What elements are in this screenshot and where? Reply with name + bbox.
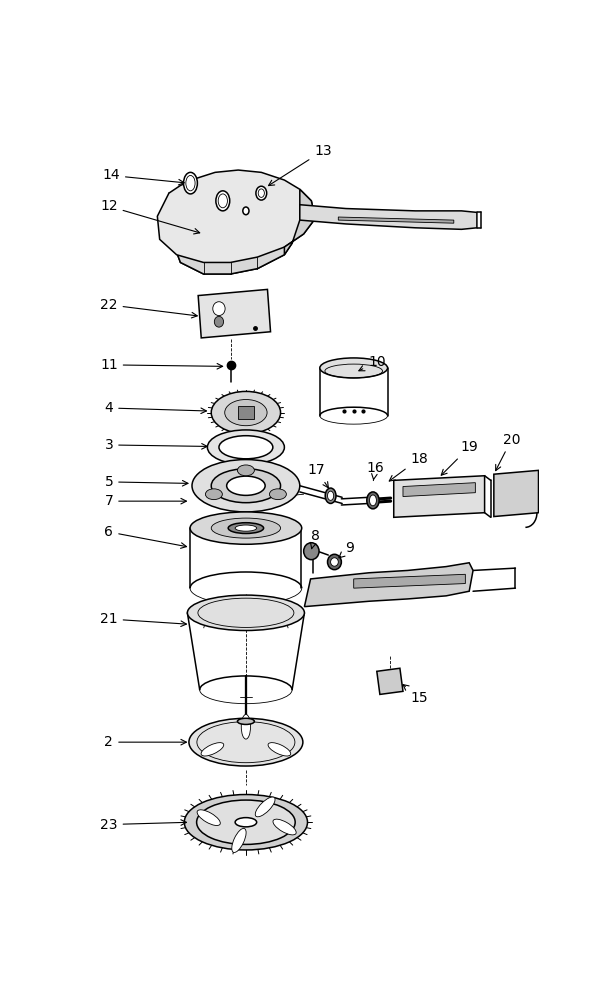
Polygon shape — [377, 668, 403, 694]
Text: 8: 8 — [310, 529, 320, 549]
Ellipse shape — [219, 436, 273, 459]
Ellipse shape — [197, 810, 220, 826]
Ellipse shape — [328, 491, 334, 500]
Ellipse shape — [241, 714, 251, 739]
Text: 14: 14 — [103, 168, 184, 185]
Polygon shape — [338, 217, 454, 223]
Ellipse shape — [331, 558, 338, 566]
Polygon shape — [354, 574, 466, 588]
Text: 23: 23 — [100, 818, 187, 832]
Ellipse shape — [370, 495, 376, 506]
Ellipse shape — [235, 818, 257, 827]
Ellipse shape — [227, 476, 265, 495]
Ellipse shape — [225, 400, 267, 426]
Polygon shape — [157, 170, 315, 262]
Ellipse shape — [238, 465, 254, 476]
Polygon shape — [403, 483, 475, 497]
Text: 11: 11 — [100, 358, 223, 372]
Ellipse shape — [201, 743, 224, 756]
Ellipse shape — [256, 186, 266, 200]
Text: 15: 15 — [403, 685, 428, 704]
Ellipse shape — [243, 207, 249, 215]
Ellipse shape — [186, 175, 195, 191]
Ellipse shape — [328, 554, 341, 570]
Ellipse shape — [211, 518, 281, 538]
Text: 16: 16 — [367, 461, 384, 481]
Text: 20: 20 — [496, 433, 520, 471]
Ellipse shape — [211, 469, 281, 503]
Polygon shape — [238, 406, 254, 419]
Polygon shape — [394, 476, 485, 517]
Text: 2: 2 — [104, 735, 187, 749]
Ellipse shape — [320, 358, 388, 378]
Text: 9: 9 — [339, 541, 354, 558]
Ellipse shape — [258, 189, 265, 197]
Ellipse shape — [190, 512, 302, 544]
Text: 10: 10 — [359, 355, 386, 371]
Text: 22: 22 — [100, 298, 197, 318]
Ellipse shape — [235, 525, 257, 531]
Text: 18: 18 — [389, 452, 428, 481]
Ellipse shape — [367, 492, 379, 509]
Text: 4: 4 — [104, 401, 206, 415]
Text: 13: 13 — [269, 144, 332, 186]
Ellipse shape — [304, 543, 319, 560]
Ellipse shape — [205, 489, 223, 500]
Text: 12: 12 — [100, 199, 200, 234]
Ellipse shape — [268, 743, 291, 756]
Ellipse shape — [208, 430, 284, 465]
Ellipse shape — [184, 795, 308, 850]
Text: 21: 21 — [100, 612, 187, 626]
Ellipse shape — [232, 828, 246, 852]
Ellipse shape — [238, 718, 254, 724]
Ellipse shape — [184, 172, 197, 194]
Ellipse shape — [255, 797, 275, 817]
Ellipse shape — [228, 523, 263, 533]
Ellipse shape — [214, 316, 224, 327]
Polygon shape — [304, 563, 473, 607]
Text: 19: 19 — [441, 440, 478, 475]
Text: 17: 17 — [308, 463, 328, 488]
Ellipse shape — [218, 194, 227, 208]
Polygon shape — [198, 289, 271, 338]
Text: 6: 6 — [104, 525, 187, 548]
Text: 3: 3 — [104, 438, 207, 452]
Ellipse shape — [197, 800, 295, 844]
Text: 7: 7 — [104, 494, 187, 508]
Polygon shape — [300, 205, 477, 229]
Ellipse shape — [216, 191, 230, 211]
Ellipse shape — [211, 391, 281, 434]
Ellipse shape — [273, 819, 296, 835]
Ellipse shape — [269, 489, 286, 500]
Ellipse shape — [325, 488, 336, 503]
Text: 5: 5 — [104, 475, 188, 489]
Polygon shape — [169, 197, 300, 274]
Ellipse shape — [189, 718, 303, 766]
Polygon shape — [494, 470, 539, 517]
Ellipse shape — [213, 302, 225, 316]
Polygon shape — [284, 189, 315, 255]
Ellipse shape — [187, 595, 304, 631]
Ellipse shape — [192, 460, 300, 512]
